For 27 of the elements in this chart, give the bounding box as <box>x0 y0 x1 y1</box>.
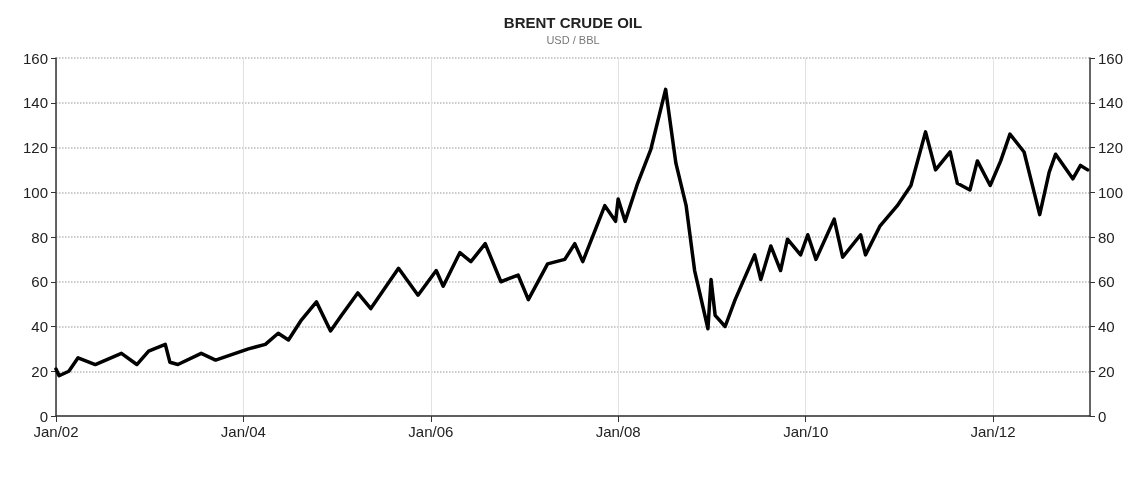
y-tick-label: 160 <box>22 49 48 67</box>
x-tick-label: Jan/10 <box>783 423 829 440</box>
y2-tick-label: 80 <box>1098 228 1115 246</box>
y-tick-label: 20 <box>31 362 48 380</box>
line-series <box>54 87 1090 378</box>
y2-tick-label: 20 <box>1098 362 1115 380</box>
y-tick-label: 0 <box>39 407 48 425</box>
x-tick-label: Jan/12 <box>970 423 1016 440</box>
y-tick-label: 120 <box>22 139 48 156</box>
x-tick-label: Jan/06 <box>408 423 454 440</box>
y2-tick-label: 100 <box>1098 183 1124 201</box>
y-tick-label: 100 <box>22 183 48 201</box>
chart-subtitle: USD / BBL <box>546 33 600 46</box>
y2-tick-label: 160 <box>1098 49 1124 67</box>
y2-tick-label: 0 <box>1098 407 1107 425</box>
y-tick-label: 80 <box>31 228 48 246</box>
chart-title: BRENT CRUDE OIL <box>503 14 643 31</box>
x-tick-label: Jan/08 <box>595 423 641 440</box>
y-tick-label: 60 <box>31 273 48 291</box>
y2-tick-label: 40 <box>1098 318 1115 335</box>
x-tick-label: Jan/04 <box>220 423 266 440</box>
y2-tick-label: 140 <box>1098 94 1124 112</box>
y2-tick-label: 120 <box>1098 139 1124 156</box>
x-tick-label: Jan/02 <box>33 423 79 440</box>
y-tick-label: 40 <box>31 318 48 335</box>
y-tick-label: 140 <box>22 94 48 112</box>
y2-tick-label: 60 <box>1098 273 1115 291</box>
